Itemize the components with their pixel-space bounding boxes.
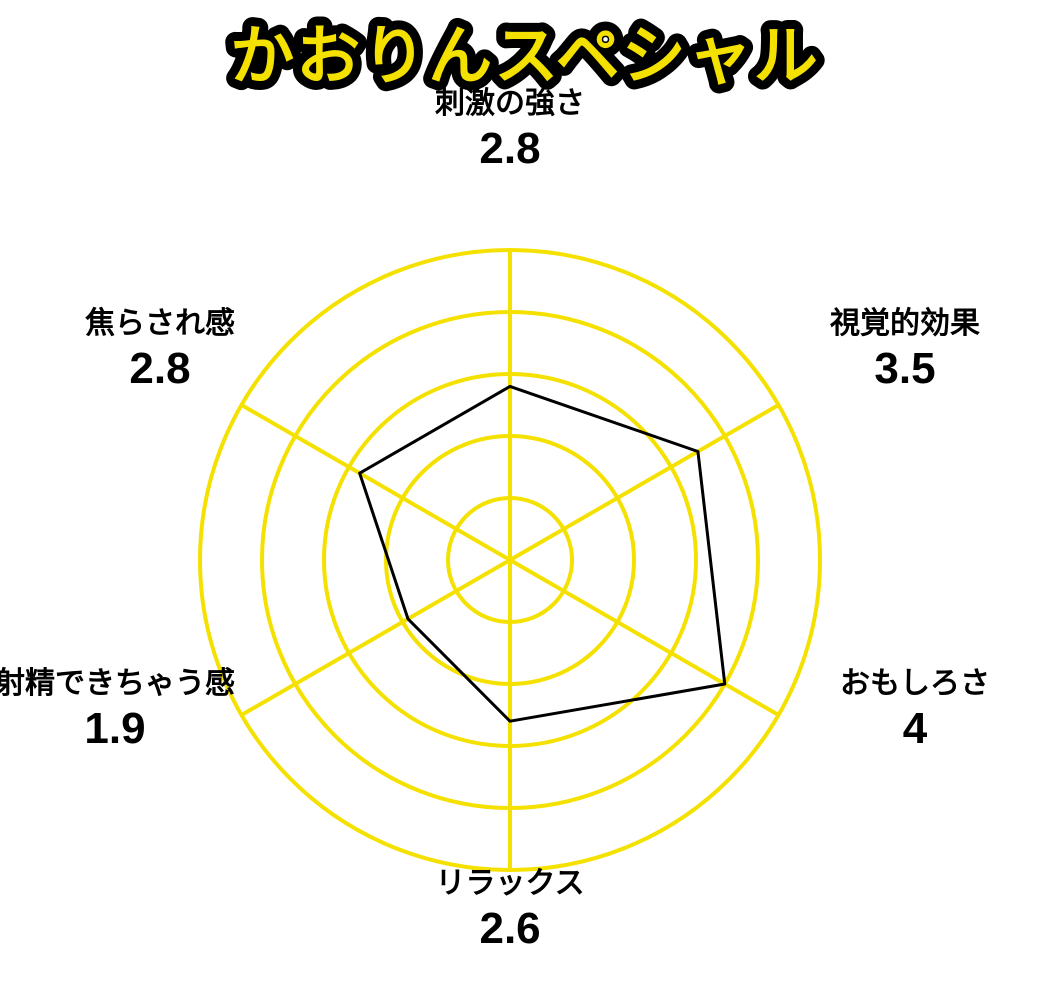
axis-category: リラックス	[436, 866, 585, 902]
axis-value: 2.8	[435, 124, 585, 175]
axis-value: 1.9	[0, 704, 235, 755]
axis-label: リラックス2.6	[436, 866, 585, 955]
axis-label: 刺激の強さ2.8	[435, 86, 585, 175]
axis-category: 視覚的効果	[830, 306, 980, 342]
axis-value: 4	[840, 704, 990, 755]
chart-container: かおりんスペシャル かおりんスペシャル 刺激の強さ2.8視覚的効果3.5おもしろ…	[0, 0, 1050, 1000]
axis-value: 2.8	[85, 344, 235, 395]
axis-category: 焦らされ感	[85, 306, 235, 342]
axis-category: 刺激の強さ	[435, 86, 585, 122]
axis-category: おもしろさ	[840, 666, 990, 702]
axis-value: 2.6	[436, 904, 585, 955]
axis-label: 射精できちゃう感1.9	[0, 666, 235, 755]
axis-label: 視覚的効果3.5	[830, 306, 980, 395]
axis-category: 射精できちゃう感	[0, 666, 235, 702]
axis-value: 3.5	[830, 344, 980, 395]
axis-label: 焦らされ感2.8	[85, 306, 235, 395]
axis-label: おもしろさ4	[840, 666, 990, 755]
